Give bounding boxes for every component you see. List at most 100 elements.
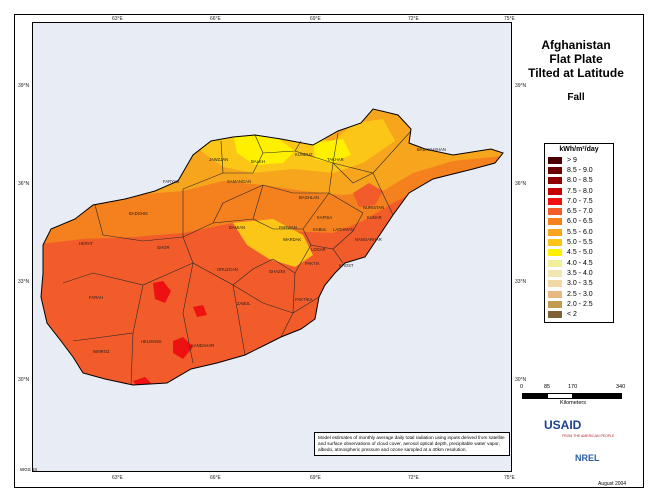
lat-tick-left: 36°N (18, 181, 30, 187)
zone-7.0-7.5 (153, 281, 171, 303)
legend-item: 3.0 - 3.5 (548, 279, 610, 289)
legend-title: kWh/m²/day (559, 146, 599, 153)
province-label: BADAKHSHAN (417, 147, 446, 152)
lat-tick-left: 30°N (18, 377, 30, 383)
legend-item: > 9 (548, 155, 610, 165)
province-label: PARWAN (279, 225, 297, 230)
legend-item: 8.0 - 8.5 (548, 176, 610, 186)
map-date: August 2004 (598, 481, 627, 487)
legend-label: 6.5 - 7.0 (567, 208, 593, 216)
zone-7.0-7.5 (173, 337, 193, 359)
lon-tick-top: 66°E (210, 16, 221, 22)
legend-item: 4.0 - 4.5 (548, 258, 610, 268)
usaid-logo: USAID (544, 418, 582, 432)
province-label: NIMROZ (93, 349, 110, 354)
province-label: HERAT (79, 241, 93, 246)
province-label: BAGHLAN (299, 195, 319, 200)
province-label: LAGHMAN (333, 227, 354, 232)
zone-6.0-6.5 (41, 109, 503, 245)
legend-swatch (548, 269, 562, 277)
afghanistan-map: JAWZJAN BALKH KUNDUZ TAKHAR BADAKHSHAN F… (40, 108, 504, 386)
lon-tick-bottom: 75°E (504, 475, 515, 481)
zone-6.5-7.0 (353, 183, 383, 207)
province-label: PAKTIA (305, 261, 320, 266)
legend-swatch (548, 166, 562, 174)
projection-note: WGS 84 (20, 467, 38, 472)
season-label: Fall (567, 92, 585, 103)
legend-item: 2.0 - 2.5 (548, 299, 610, 309)
map-title: Afghanistan Flat Plate Tilted at Latitud… (512, 38, 640, 80)
title-line: Flat Plate (549, 52, 603, 66)
legend-swatch (548, 218, 562, 226)
province-label: FARAH (89, 295, 103, 300)
scale-label: 85 (544, 384, 551, 390)
scale-label: 0 (520, 384, 524, 390)
province-label: GHOR (157, 245, 170, 250)
legend-item: 5.0 - 5.5 (548, 237, 610, 247)
legend-swatch (548, 208, 562, 216)
province-label: HELMAND (141, 339, 161, 344)
lat-tick-right: 30°N (515, 377, 527, 383)
legend-label: < 2 (567, 311, 577, 319)
zone-7.0-7.5 (193, 305, 207, 317)
province-label: NURISTAN (363, 205, 384, 210)
legend-label: 5.5 - 6.0 (567, 228, 593, 236)
legend-label: 5.0 - 5.5 (567, 239, 593, 247)
legend-swatch (548, 177, 562, 185)
province-label: KUNDUZ (295, 152, 313, 157)
legend-label: 2.5 - 3.0 (567, 290, 593, 298)
legend-label: 2.0 - 2.5 (567, 300, 593, 308)
legend-item: 3.5 - 4.0 (548, 268, 610, 278)
legend-swatch (548, 290, 562, 298)
usaid-tagline: FROM THE AMERICAN PEOPLE (562, 434, 615, 438)
legend-label: 4.5 - 5.0 (567, 249, 593, 257)
title-line: Tilted at Latitude (528, 66, 624, 80)
legend-swatch (548, 280, 562, 288)
lon-tick-bottom: 63°E (112, 475, 123, 481)
province-label: BADGHIS (129, 211, 148, 216)
map-area: JAWZJAN BALKH KUNDUZ TAKHAR BADAKHSHAN F… (32, 22, 512, 472)
legend-swatch (548, 187, 562, 195)
lon-tick-top: 69°E (310, 16, 321, 22)
province-label: TAKHAR (327, 157, 344, 162)
nrel-logo: NREL (575, 453, 600, 463)
legend-item: 2.5 - 3.0 (548, 289, 610, 299)
zone-5.0-5.5 (233, 219, 313, 267)
legend-item: 6.0 - 6.5 (548, 217, 610, 227)
legend-label: 3.0 - 3.5 (567, 280, 593, 288)
lat-tick-right: 33°N (515, 279, 527, 285)
legend-label: 7.0 - 7.5 (567, 197, 593, 205)
zone-5.5-6.0 (41, 109, 503, 213)
legend-label: 3.5 - 4.0 (567, 269, 593, 277)
legend-item: 7.5 - 8.0 (548, 186, 610, 196)
legend-label: 8.5 - 9.0 (567, 166, 593, 174)
legend-swatch (548, 259, 562, 267)
legend-swatch (548, 228, 562, 236)
province-label: ORUZGAN (217, 267, 238, 272)
scale-label: 170 (568, 384, 578, 390)
legend-swatch (548, 197, 562, 205)
zone-4.5-5.0 (233, 135, 295, 165)
scale-label: 340 (616, 384, 626, 390)
legend-label: 6.0 - 6.5 (567, 218, 593, 226)
province-label: NANGARHAR (355, 237, 382, 242)
legend-item: 7.0 - 7.5 (548, 196, 610, 206)
province-label: LOGAR (311, 247, 326, 252)
legend-label: 4.0 - 4.5 (567, 259, 593, 267)
legend-item: 8.5 - 9.0 (548, 165, 610, 175)
zone-4.5-5.0 (313, 139, 351, 163)
lat-tick-left: 39°N (18, 83, 30, 89)
lon-tick-bottom: 69°E (310, 475, 321, 481)
lon-tick-top: 63°E (112, 16, 123, 22)
province-label: GHAZNI (269, 269, 285, 274)
lat-tick-right: 39°N (515, 83, 527, 89)
legend-label: > 9 (567, 156, 577, 164)
province-label: KANDAHAR (191, 343, 214, 348)
legend-swatch (548, 249, 562, 257)
province-label: ZABUL (237, 301, 251, 306)
province-label: BALKH (251, 159, 265, 164)
methodology-note: Model estimates of monthly average daily… (314, 432, 510, 456)
province-label: KHOST (339, 263, 354, 268)
lon-tick-bottom: 72°E (408, 475, 419, 481)
lon-tick-bottom: 66°E (210, 475, 221, 481)
